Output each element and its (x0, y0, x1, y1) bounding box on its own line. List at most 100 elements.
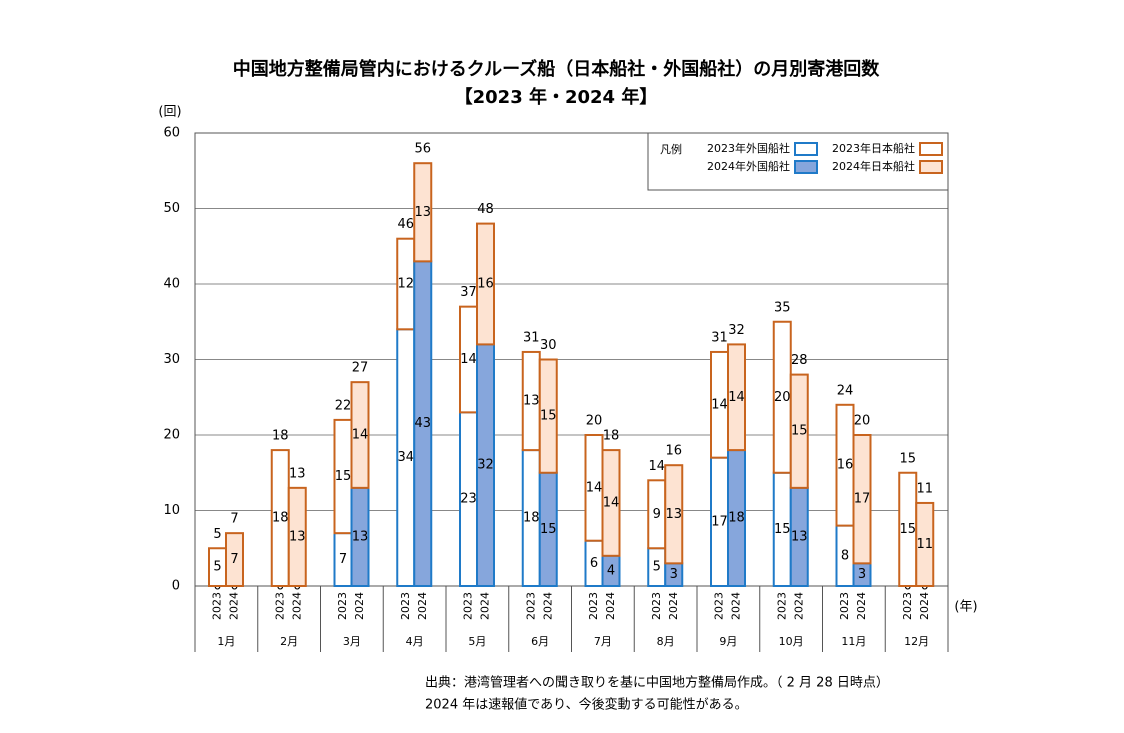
legend-swatch (919, 160, 943, 174)
x-group-label: 2024 (667, 592, 680, 620)
total-label: 32 (728, 323, 745, 338)
segment-label: 32 (477, 458, 494, 473)
segment-label: 18 (523, 511, 540, 526)
segment-label: 14 (460, 352, 477, 367)
total-label: 35 (774, 300, 791, 315)
total-label: 18 (603, 429, 620, 444)
segment-label: 20 (774, 390, 791, 405)
x-group-label: 2023 (901, 592, 914, 620)
bar-segment (852, 434, 872, 565)
x-group-label: 2023 (273, 592, 286, 620)
segment-label: 14 (603, 495, 620, 510)
total-label: 56 (414, 142, 431, 157)
total-label: 24 (837, 383, 854, 398)
bar-segment (915, 501, 935, 588)
total-label: 28 (791, 353, 808, 368)
x-unit: (年) (954, 600, 977, 615)
segment-label: 15 (899, 522, 916, 537)
x-group-label: 2024 (730, 592, 743, 620)
x-group-label: 2024 (416, 592, 429, 620)
segment-label: 5 (653, 560, 661, 575)
segment-label: 9 (653, 507, 661, 522)
segment-label: 8 (841, 548, 849, 563)
segment-label: 3 (858, 567, 866, 582)
total-label: 5 (213, 527, 221, 542)
total-label: 37 (460, 285, 477, 300)
total-label: 20 (586, 414, 603, 429)
bar-segment (664, 464, 684, 565)
total-label: 46 (397, 217, 414, 232)
y-tick-label: 50 (163, 201, 180, 216)
bar-segment (350, 381, 370, 489)
segment-label: 13 (791, 529, 808, 544)
total-label: 13 (289, 466, 306, 481)
x-category-label: 5月 (468, 635, 486, 648)
legend-title: 凡例 (660, 142, 682, 156)
x-category-label: 12月 (904, 635, 929, 648)
bar-segment (538, 358, 558, 474)
segment-label: 13 (523, 394, 540, 409)
segment-label: 5 (213, 560, 221, 575)
total-label: 31 (523, 330, 540, 345)
x-group-label: 2024 (792, 592, 805, 620)
x-group-label: 2023 (399, 592, 412, 620)
segment-label: 16 (837, 458, 854, 473)
note: 2024 年は速報値であり、今後変動する可能性がある。 (425, 697, 748, 713)
segment-label: 15 (774, 522, 791, 537)
segment-label: 14 (352, 428, 369, 443)
segment-label: 15 (540, 522, 557, 537)
segment-label: 14 (711, 397, 728, 412)
x-group-label: 2023 (336, 592, 349, 620)
total-label: 18 (272, 429, 289, 444)
legend-swatch (794, 160, 818, 174)
segment-label: 14 (728, 390, 745, 405)
segment-label: 15 (791, 424, 808, 439)
x-group-label: 2023 (524, 592, 537, 620)
x-group-label: 2023 (462, 592, 475, 620)
y-tick-label: 10 (163, 503, 180, 518)
segment-label: 14 (586, 480, 603, 495)
total-label: 27 (352, 361, 369, 376)
legend-label: 2023年外国船社 (707, 141, 790, 155)
legend-label: 2023年日本船社 (832, 141, 915, 155)
segment-label: 23 (460, 492, 477, 507)
y-tick-label: 20 (163, 428, 180, 443)
x-group-label: 2024 (353, 592, 366, 620)
total-label: 20 (854, 414, 871, 429)
legend-label: 2024年日本船社 (832, 159, 915, 173)
y-tick-label: 30 (163, 352, 180, 367)
x-category-label: 11月 (841, 635, 866, 648)
total-label: 11 (916, 481, 933, 496)
legend-swatch (919, 142, 943, 156)
y-tick-label: 40 (163, 277, 180, 292)
segment-label: 13 (414, 205, 431, 220)
x-category-label: 3月 (343, 635, 361, 648)
segment-label: 18 (728, 511, 745, 526)
bar-segment (413, 162, 433, 263)
bar-segment (287, 486, 307, 588)
segment-label: 16 (477, 277, 494, 292)
segment-label: 15 (335, 469, 352, 484)
bar-segment (789, 373, 809, 489)
total-label: 22 (335, 398, 352, 413)
x-group-label: 2024 (290, 592, 303, 620)
segment-label: 4 (607, 563, 615, 578)
x-group-label: 2023 (713, 592, 726, 620)
segment-label: 12 (397, 277, 414, 292)
segment-label: 15 (540, 409, 557, 424)
segment-label: 17 (711, 514, 728, 529)
total-label: 14 (648, 459, 665, 474)
segment-label: 7 (339, 552, 347, 567)
x-category-label: 8月 (657, 635, 675, 648)
x-group-label: 2023 (650, 592, 663, 620)
segment-label: 34 (397, 450, 414, 465)
segment-label: 6 (590, 556, 598, 571)
segment-label: 11 (916, 537, 933, 552)
x-group-label: 2024 (918, 592, 931, 620)
x-category-label: 9月 (719, 635, 737, 648)
bar-segment (601, 449, 621, 557)
bar-segment (476, 222, 495, 346)
bar-segment (727, 343, 746, 452)
x-category-label: 1月 (217, 635, 235, 648)
